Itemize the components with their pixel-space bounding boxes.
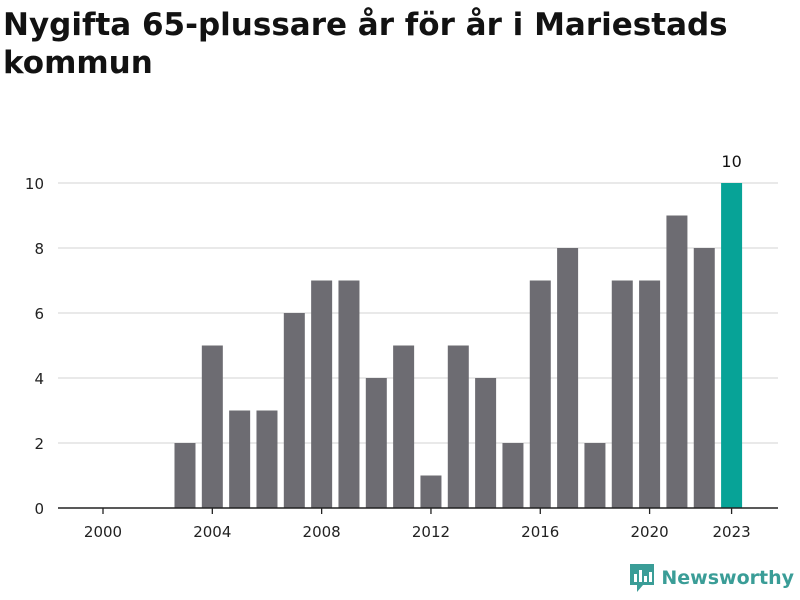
chart-title: Nygifta 65-plussare år för år i Mariesta… xyxy=(3,7,728,81)
y-tick-label: 10 xyxy=(25,175,44,193)
bar xyxy=(639,280,661,508)
bar xyxy=(201,345,223,508)
x-tick-label: 2000 xyxy=(84,523,122,541)
x-tick-label: 2004 xyxy=(193,523,231,541)
bars xyxy=(174,183,743,508)
y-tick-label: 4 xyxy=(34,370,44,388)
y-tick-label: 2 xyxy=(34,435,44,453)
y-tick-label: 8 xyxy=(34,240,44,258)
x-tick-label: 2008 xyxy=(303,523,341,541)
x-tick-label: 2012 xyxy=(412,523,450,541)
brand-name: Newsworthy xyxy=(661,567,794,589)
bar xyxy=(256,410,278,508)
x-tick-label: 2023 xyxy=(712,523,750,541)
bar xyxy=(502,443,524,508)
bar xyxy=(174,443,196,508)
bar xyxy=(338,280,360,508)
bar xyxy=(611,280,633,508)
bar xyxy=(311,280,333,508)
data-labels: 10 xyxy=(721,152,741,171)
y-tick-label: 0 xyxy=(34,500,44,518)
newsworthy-logo-icon xyxy=(630,564,655,592)
x-tick-label: 2016 xyxy=(521,523,559,541)
y-tick-label: 6 xyxy=(34,305,44,323)
bar xyxy=(229,410,251,508)
x-axis-ticks: 2000 2004 2008 2012 2016 2020 2023 xyxy=(84,508,751,541)
data-label-highlight: 10 xyxy=(721,152,741,171)
bar xyxy=(447,345,469,508)
newsworthy-brand: Newsworthy xyxy=(629,561,794,595)
bar xyxy=(420,475,442,508)
bar xyxy=(393,345,415,508)
bar xyxy=(557,248,579,508)
bar-highlight xyxy=(721,183,743,508)
x-tick-label: 2020 xyxy=(631,523,669,541)
bar xyxy=(283,313,305,508)
bar xyxy=(365,378,387,508)
bar xyxy=(693,248,715,508)
y-axis-ticks: 0 2 4 6 8 10 xyxy=(25,175,44,518)
bar xyxy=(529,280,551,508)
bar xyxy=(584,443,606,508)
bar xyxy=(666,215,688,508)
bar xyxy=(475,378,497,508)
